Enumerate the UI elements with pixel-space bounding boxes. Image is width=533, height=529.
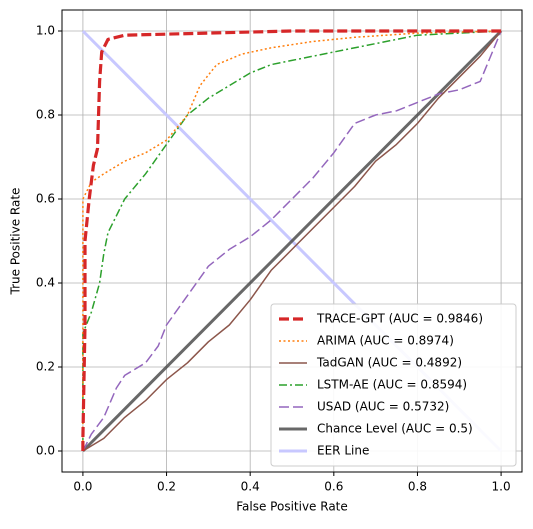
y-tick-label: 0.8 [36, 108, 55, 122]
x-tick-label: 0.8 [408, 480, 427, 494]
legend-box [270, 303, 517, 467]
series-line [81, 29, 502, 451]
legend-label: TRACE-GPT (AUC = 0.9846) [316, 312, 483, 326]
legend: TRACE-GPT (AUC = 0.9846) ARIMA (AUC = 0.8… [270, 303, 517, 467]
legend-label: ARIMA (AUC = 0.8974) [317, 334, 454, 348]
x-axis-label: False Positive Rate [236, 500, 348, 514]
legend-label: USAD (AUC = 0.5732) [317, 400, 449, 414]
plot-frame [61, 9, 523, 473]
x-tick-label: 0.6 [324, 480, 343, 494]
series-line [81, 29, 503, 453]
series-line [82, 30, 502, 451]
y-tick-label: 0.2 [36, 360, 55, 374]
x-tick-label: 0.2 [157, 480, 176, 494]
series-line [82, 30, 502, 451]
legend-label: EER Line [317, 444, 369, 458]
y-tick-label: 1.0 [36, 24, 55, 38]
series-line [82, 30, 502, 452]
y-tick-label: 0.4 [36, 276, 55, 290]
x-tick-label: 0.0 [73, 480, 92, 494]
x-tick-label: 1.0 [492, 480, 511, 494]
y-tick-label: 0.0 [36, 444, 55, 458]
series-line [82, 30, 502, 452]
legend-label: LSTM-AE (AUC = 0.8594) [317, 378, 467, 392]
y-tick-label: 0.6 [36, 192, 55, 206]
legend-label: Chance Level (AUC = 0.5) [317, 422, 473, 436]
legend-label: TadGAN (AUC = 0.4892) [316, 356, 462, 370]
x-tick-label: 0.4 [241, 480, 260, 494]
y-axis-label: True Positive Rate [9, 188, 23, 296]
